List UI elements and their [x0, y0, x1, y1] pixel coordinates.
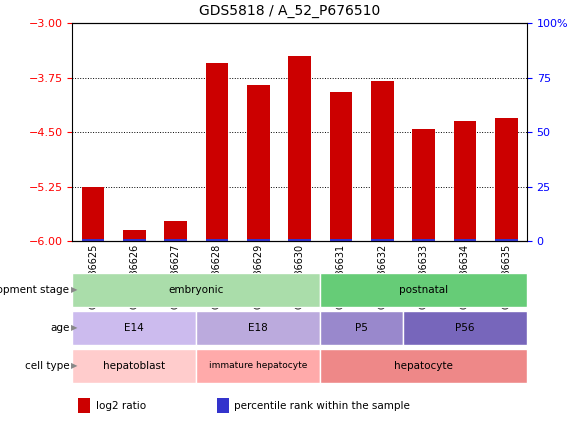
Bar — [329, 92, 352, 241]
Text: cell type: cell type — [25, 361, 69, 371]
Text: hepatoblast: hepatoblast — [103, 361, 166, 371]
Text: ▶: ▶ — [71, 361, 77, 371]
Bar — [82, 187, 104, 241]
Text: embryonic: embryonic — [168, 285, 224, 295]
Text: ▶: ▶ — [71, 323, 77, 332]
Bar — [288, 239, 311, 241]
Bar — [247, 239, 270, 241]
Bar — [164, 221, 187, 241]
Text: postnatal: postnatal — [399, 285, 448, 295]
Text: E14: E14 — [124, 323, 144, 333]
Bar — [453, 121, 477, 241]
Bar — [206, 63, 228, 241]
Bar — [164, 239, 187, 241]
Text: ▶: ▶ — [71, 285, 77, 294]
Text: age: age — [50, 323, 69, 333]
Bar — [82, 239, 104, 241]
Bar — [288, 56, 311, 241]
Bar — [371, 81, 394, 241]
Bar — [453, 239, 477, 241]
Text: percentile rank within the sample: percentile rank within the sample — [234, 401, 411, 411]
Bar — [412, 239, 435, 241]
Text: GDS5818 / A_52_P676510: GDS5818 / A_52_P676510 — [199, 4, 380, 18]
Text: E18: E18 — [248, 323, 268, 333]
Bar — [247, 85, 270, 241]
Bar — [412, 129, 435, 241]
Bar — [206, 239, 228, 241]
Bar — [123, 230, 146, 241]
Text: immature hepatocyte: immature hepatocyte — [209, 361, 307, 371]
Text: log2 ratio: log2 ratio — [96, 401, 146, 411]
Bar — [495, 239, 518, 241]
Bar — [329, 239, 352, 241]
Bar — [371, 239, 394, 241]
Bar — [495, 118, 518, 241]
Text: development stage: development stage — [0, 285, 69, 295]
Text: P5: P5 — [355, 323, 368, 333]
Text: hepatocyte: hepatocyte — [394, 361, 453, 371]
Bar — [123, 239, 146, 241]
Text: P56: P56 — [455, 323, 475, 333]
